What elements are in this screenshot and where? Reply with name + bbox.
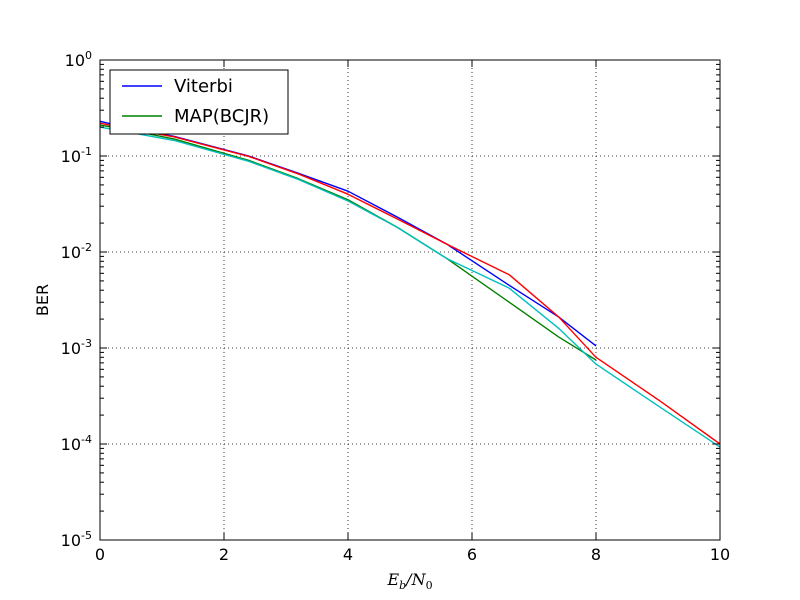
y-tick-label: 10-2 [61,241,92,262]
y-tick-label-exponent: -5 [81,529,92,542]
y-tick-label-base: 10 [61,339,81,358]
x-tick-labels: 0 2 4 6 8 10 [95,545,730,564]
legend-label: MAP(BCJR) [174,106,269,127]
y-tick-label: 10-5 [61,529,92,550]
ticks [99,59,721,541]
legend-box [109,69,289,135]
x-tick-label: 6 [467,545,477,564]
y-tick-label-base: 10 [61,147,81,166]
x-tick-label: 10 [710,545,730,564]
plot-background [100,60,720,540]
y-tick-label-exponent: -4 [81,433,92,446]
y-tick-label: 10-1 [61,145,92,166]
y-tick-label-exponent: -2 [81,241,92,254]
y-tick-label: 10-4 [61,433,92,454]
y-tick-label-base: 10 [61,243,81,262]
y-tick-label-base: 10 [65,51,85,70]
y-axis-label: BER [33,284,52,316]
x-axis-label-sub-b: b [399,579,406,592]
y-tick-label-exponent: 0 [85,49,92,62]
y-tick-label-exponent: -1 [81,145,92,158]
x-axis-label-sub-0: 0 [426,579,433,592]
y-tick-label: 100 [65,49,92,70]
y-tick-label-base: 10 [61,531,81,550]
grid [100,60,720,540]
legend: Viterbi MAP(BCJR) [109,69,289,135]
x-axis-label-slash: /N [404,570,426,589]
y-tick-label-exponent: -3 [81,337,92,350]
x-tick-label: 8 [591,545,601,564]
plot-area [100,60,720,540]
y-tick-label-base: 10 [61,435,81,454]
legend-label: Viterbi [174,76,233,97]
plot-frame [99,59,721,541]
y-tick-label: 10-3 [61,337,92,358]
x-tick-label: 4 [343,545,353,564]
x-tick-label: 2 [219,545,229,564]
x-tick-label: 0 [95,545,105,564]
x-axis-label: Eb/N0 [386,570,432,592]
